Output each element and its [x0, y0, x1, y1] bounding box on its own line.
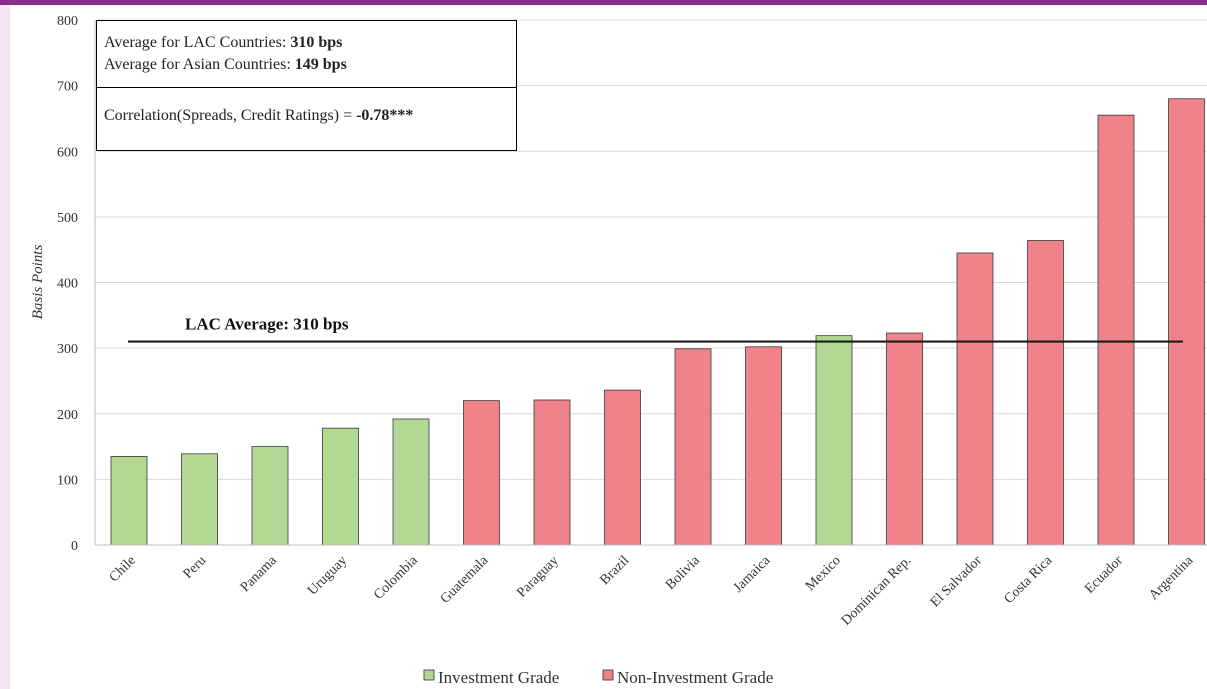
- x-tick-label: Argentina: [1146, 553, 1197, 604]
- bars: [110, 98, 1205, 546]
- info-box-divider: [97, 87, 516, 88]
- x-tick-labels: Chile Peru Panama Uruguay Colombia Guatemala P…: [107, 553, 1197, 629]
- bar-peru: [181, 453, 218, 546]
- bar-mexico: [815, 335, 853, 546]
- left-accent-bar: [0, 5, 10, 689]
- bar-bolivia: [674, 348, 712, 546]
- x-tick-label: Peru: [181, 553, 210, 582]
- x-tick-label: Colombia: [371, 553, 421, 603]
- x-tick-label: Panama: [238, 553, 280, 595]
- x-tick-label: Costa Rica: [1002, 553, 1056, 607]
- legend-label-non-investment: Non-Investment Grade: [617, 668, 773, 687]
- axes: [94, 20, 1207, 546]
- bar-el-salvador: [956, 252, 994, 546]
- x-tick-label: Bolivia: [663, 553, 703, 593]
- bar-colombia: [392, 418, 430, 546]
- x-tick-label: Ecuador: [1082, 553, 1126, 597]
- legend-label-investment: Investment Grade: [438, 668, 559, 687]
- y-tick-label: 0: [71, 539, 78, 554]
- bar-paraguay: [533, 399, 571, 546]
- legend-swatch-non-investment: [602, 669, 614, 681]
- y-tick-label: 300: [57, 342, 78, 357]
- top-accent-bar: [0, 0, 1207, 5]
- legend-swatch-investment: [423, 669, 435, 681]
- y-tick-label: 500: [57, 211, 78, 226]
- y-tick-label: 200: [57, 408, 78, 423]
- x-tick-label: Chile: [107, 553, 139, 585]
- x-tick-label: Brazil: [598, 553, 633, 588]
- x-tick-label: Jamaica: [731, 553, 774, 596]
- bar-uruguay: [322, 427, 359, 546]
- x-tick-label: Guatemala: [438, 553, 492, 607]
- y-tick-label: 600: [57, 145, 78, 160]
- bar-jamaica: [745, 346, 782, 546]
- x-tick-label: Paraguay: [514, 553, 561, 600]
- x-tick-label: Uruguay: [305, 553, 350, 598]
- legend: Investment Grade Non-Investment Grade: [423, 668, 773, 687]
- x-tick-label: Dominican Rep.: [839, 553, 914, 628]
- bar-ecuador: [1097, 114, 1135, 546]
- bar-dominican-rep: [886, 332, 923, 546]
- x-tick-label: Mexico: [803, 553, 844, 594]
- y-tick-label: 100: [57, 473, 78, 488]
- y-tick-labels: 0 100 200 300 400 500 600 700 800: [57, 14, 78, 554]
- bar-chile: [110, 456, 148, 546]
- bar-panama: [251, 446, 289, 546]
- asia-average-text: Average for Asian Countries: 149 bps: [104, 56, 347, 73]
- y-tick-label: 700: [57, 80, 78, 95]
- lac-average-label: LAC Average: 310 bps: [185, 315, 349, 334]
- y-tick-label: 800: [57, 14, 78, 29]
- bar-argentina: [1168, 98, 1205, 546]
- x-tick-label: El Salvador: [928, 553, 985, 610]
- y-axis-label: Basis Points: [30, 245, 46, 320]
- y-tick-label: 400: [57, 277, 78, 292]
- bar-guatemala: [463, 400, 500, 546]
- bar-brazil: [604, 389, 641, 546]
- lac-average-text: Average for LAC Countries: 310 bps: [104, 34, 343, 51]
- summary-info-box: Average for LAC Countries: 310 bps Avera…: [96, 20, 517, 151]
- correlation-text: Correlation(Spreads, Credit Ratings) = -…: [104, 107, 414, 124]
- gridlines: [95, 19, 1207, 480]
- bar-costa-rica: [1027, 240, 1064, 546]
